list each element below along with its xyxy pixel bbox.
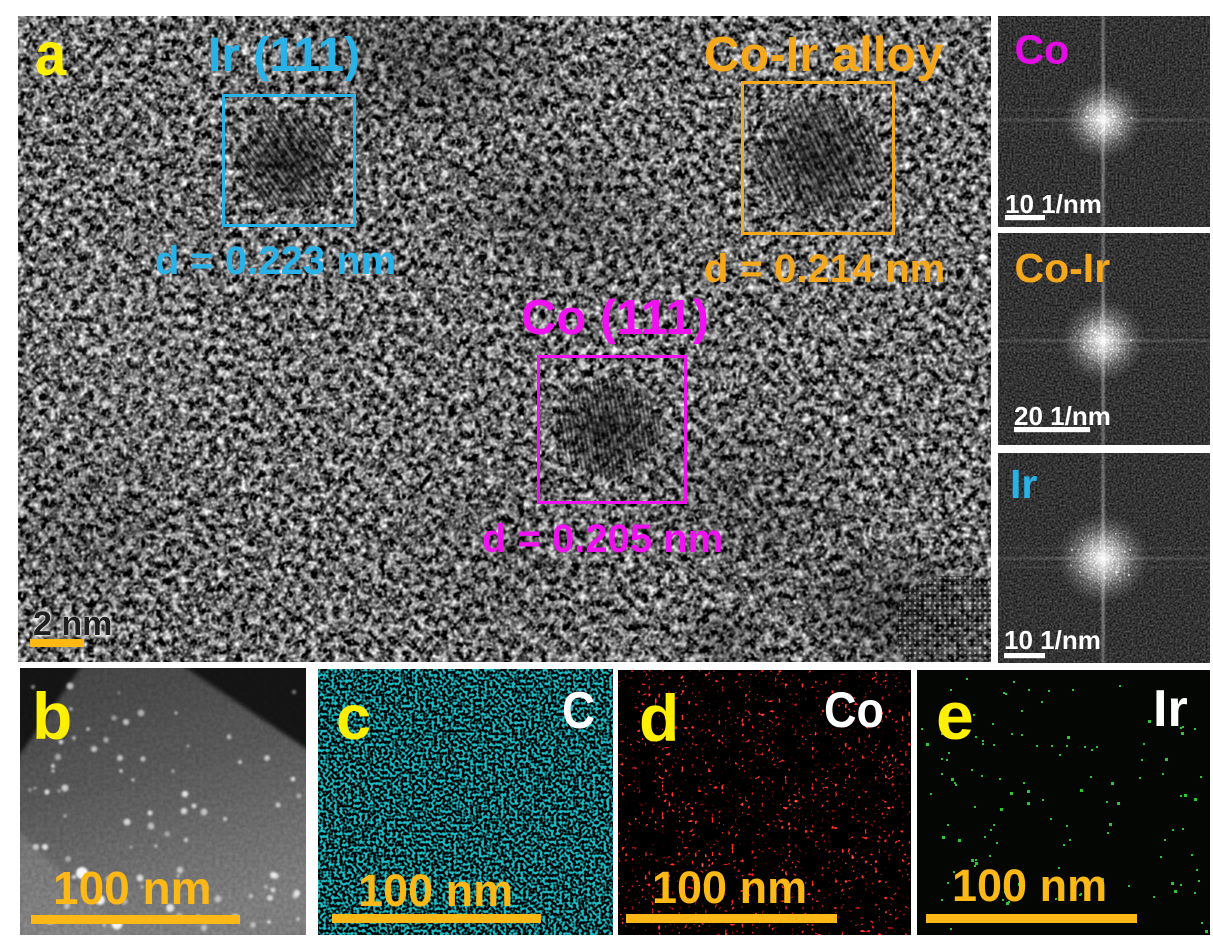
svg-text:20 1/nm: 20 1/nm <box>1014 401 1111 431</box>
svg-text:Ir: Ir <box>1010 461 1037 507</box>
svg-text:10 1/nm: 10 1/nm <box>1004 625 1101 655</box>
svg-text:Co: Co <box>1015 27 1070 73</box>
svg-text:10 1/nm: 10 1/nm <box>1005 189 1102 219</box>
svg-text:Co-Ir: Co-Ir <box>1015 245 1111 291</box>
